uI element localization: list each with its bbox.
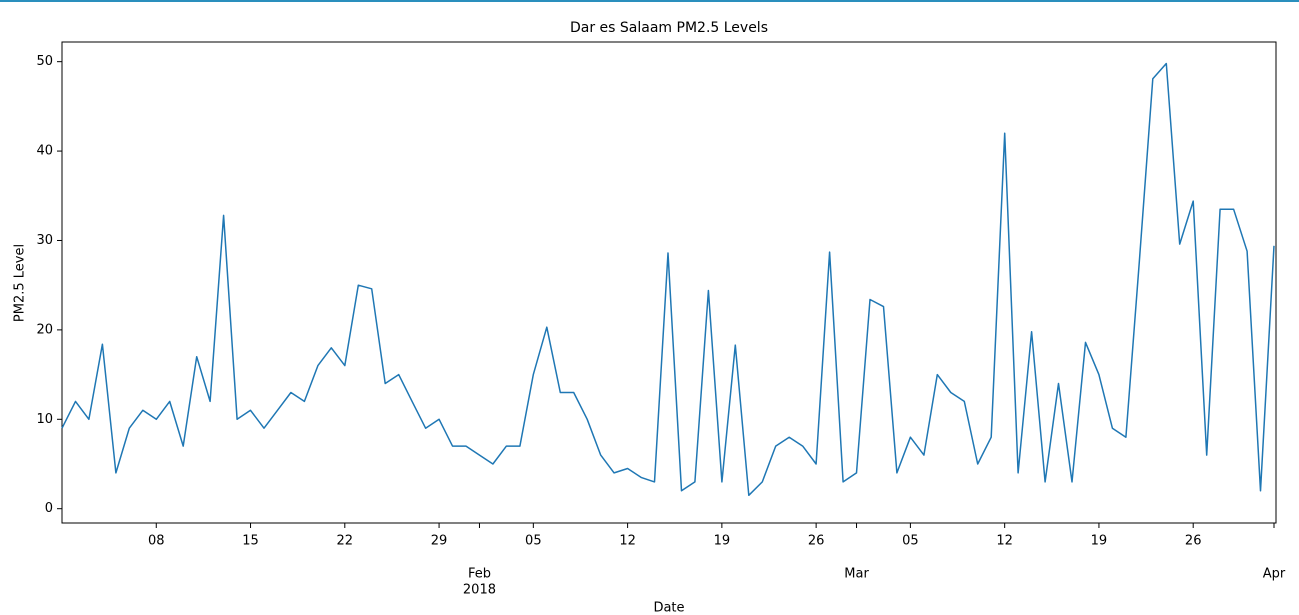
x-tick-label: 15 (242, 534, 259, 549)
x-tick-label: 26 (808, 534, 825, 549)
y-tick-label: 50 (36, 54, 53, 69)
data-line (61, 62, 1275, 497)
x-tick-label: Mar (844, 567, 869, 582)
x-tick-label: 08 (148, 534, 165, 549)
y-tick-label: 10 (36, 412, 53, 427)
x-tick-label: 26 (1185, 534, 1202, 549)
x-tick-label: 05 (525, 534, 542, 549)
x-tick-label: 12 (996, 534, 1013, 549)
x-tick-label: 12 (619, 534, 636, 549)
y-tick-label: 20 (36, 322, 53, 337)
chart-title: Dar es Salaam PM2.5 Levels (570, 20, 768, 36)
y-tick-label: 40 (36, 144, 53, 159)
y-tick-label: 0 (45, 501, 53, 516)
y-axis-label: PM2.5 Level (13, 244, 28, 322)
x-tick-label: 29 (431, 534, 448, 549)
y-tick-label: 30 (36, 233, 53, 248)
x-axis-label: Date (653, 601, 684, 615)
x-tick-label: 19 (714, 534, 731, 549)
plot-frame (61, 41, 1277, 524)
x-tick-label: Apr (1263, 567, 1286, 582)
x-tick-label: 05 (902, 534, 919, 549)
x-year-label: 2018 (463, 583, 496, 598)
x-tick-label: 19 (1091, 534, 1108, 549)
x-tick-label: 22 (337, 534, 354, 549)
x-tick-label: Feb (468, 567, 491, 582)
